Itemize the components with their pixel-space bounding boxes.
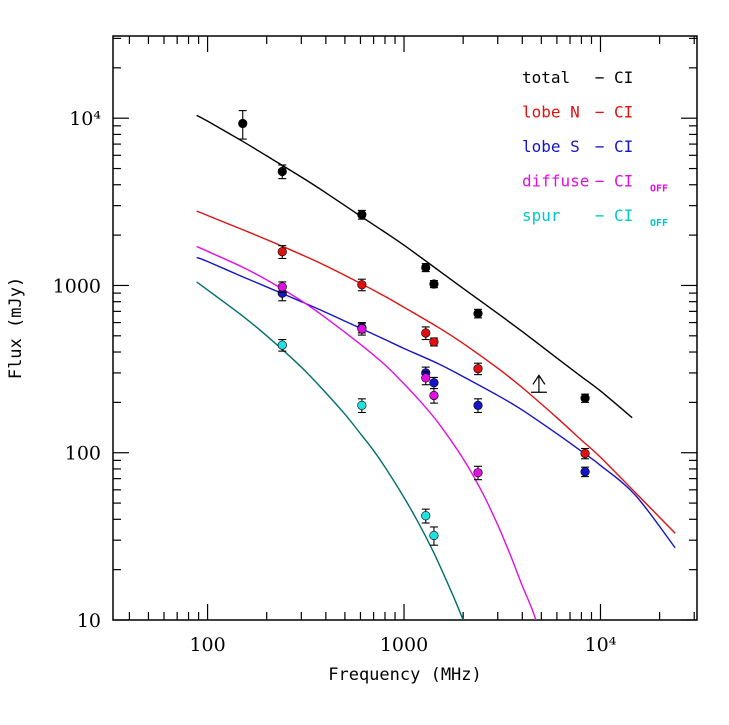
y-tick-label: 100 (65, 443, 101, 465)
data-point-total (238, 110, 248, 140)
y-tick-label: 10⁴ (69, 108, 101, 130)
limit-arrowhead (532, 374, 546, 385)
legend-sub-diffuse: OFF (650, 184, 668, 195)
legend-sub-spur: OFF (650, 218, 668, 229)
legend-label-diffuse: diffuse (522, 172, 589, 191)
data-point-spur (277, 338, 287, 352)
data-point-lobe-n (421, 326, 431, 341)
legend-fit-lobe-n: − CI (595, 103, 634, 122)
fit-curve-total (196, 114, 633, 419)
marker-lobe-n (357, 280, 367, 290)
y-tick-label: 1000 (53, 275, 101, 297)
data-point-lobe-n (357, 278, 367, 292)
data-point-lobe-n (580, 447, 590, 460)
data-point-total (421, 262, 431, 273)
y-tick-label: 10 (77, 610, 101, 632)
marker-diffuse (357, 324, 367, 334)
legend-fit-total: − CI (595, 68, 634, 87)
data-point-diffuse (277, 281, 287, 293)
marker-total (580, 393, 590, 403)
data-point-total (473, 308, 483, 319)
data-point-total (429, 279, 439, 289)
limit-arrow-total (530, 374, 547, 393)
marker-diffuse (429, 390, 439, 401)
data-point-diffuse (429, 387, 439, 404)
marker-lobe-s (473, 400, 483, 410)
fit-curve-lobe-n (196, 210, 676, 534)
marker-total (473, 308, 483, 319)
legend-label-lobe-n: lobe N (522, 103, 580, 122)
data-point-total (277, 164, 287, 180)
data-point-lobe-n (429, 337, 439, 347)
data-points (238, 110, 590, 546)
marker-lobe-n (473, 364, 483, 374)
data-point-spur (429, 526, 439, 546)
fit-curve-spur (196, 281, 464, 620)
legend-label-lobe-s: lobe S (522, 137, 580, 156)
data-point-spur (357, 398, 367, 414)
plot-frame (112, 35, 698, 621)
legend-label-spur: spur (522, 206, 561, 225)
fit-curves (196, 114, 676, 620)
marker-diffuse (277, 282, 287, 292)
data-point-diffuse (473, 465, 483, 481)
marker-spur (421, 511, 431, 521)
marker-diffuse (473, 468, 483, 478)
marker-spur (357, 400, 367, 410)
legend-fit-diffuse: − CI (595, 172, 634, 191)
marker-total (421, 262, 431, 273)
x-tick-label: 10⁴ (585, 634, 617, 656)
marker-lobe-s (429, 378, 439, 388)
marker-total (429, 279, 439, 289)
marker-lobe-n (421, 328, 431, 338)
data-point-diffuse (357, 322, 367, 336)
data-point-lobe-n (277, 245, 287, 260)
marker-lobe-n (580, 448, 590, 459)
marker-total (238, 118, 248, 129)
marker-lobe-s (580, 467, 590, 477)
marker-total (277, 166, 287, 177)
data-point-lobe-s (473, 398, 483, 414)
tick-labels: 100 1000 10⁴ 10 100 1000 10⁴ (53, 108, 617, 656)
marker-spur (277, 340, 287, 350)
tick-marks (113, 36, 697, 621)
data-point-lobe-n (473, 362, 483, 376)
marker-diffuse (421, 373, 431, 383)
data-point-spur (421, 508, 431, 524)
legend: total − CI lobe N − CI lobe S − CI diffuse − CI… (522, 68, 668, 229)
legend-label-total: total (522, 68, 570, 87)
legend-fit-lobe-s: − CI (595, 137, 634, 156)
fit-curve-diffuse (196, 245, 537, 620)
data-point-lobe-s (429, 376, 439, 390)
y-axis-label: Flux (mJy) (6, 277, 26, 379)
data-point-total (357, 209, 367, 220)
marker-lobe-n (429, 337, 439, 347)
legend-fit-spur: − CI (595, 206, 634, 225)
marker-spur (429, 530, 439, 541)
x-axis-label: Frequency (MHz) (328, 665, 482, 685)
marker-total (357, 210, 367, 220)
data-point-total (580, 393, 590, 403)
marker-lobe-n (277, 247, 287, 257)
data-point-lobe-s (580, 466, 590, 478)
data-point-diffuse (421, 371, 431, 386)
x-tick-label: 100 (189, 634, 225, 656)
x-tick-label: 1000 (380, 634, 428, 656)
